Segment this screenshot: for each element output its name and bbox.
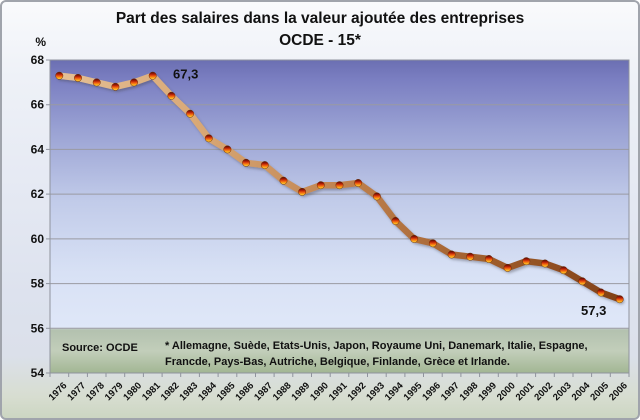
- data-point-marker: [391, 217, 400, 225]
- x-axis-label: 2001: [514, 380, 537, 403]
- x-axis-label: 1998: [458, 380, 481, 403]
- x-axis-label: 1993: [364, 380, 387, 403]
- data-point-marker: [372, 192, 381, 201]
- x-axis-label: 1982: [159, 380, 182, 403]
- data-point-marker: [447, 250, 456, 259]
- point-value-label: 67,3: [173, 67, 198, 82]
- chart-title-block: Part des salaires dans la valeur ajoutée…: [2, 8, 638, 51]
- data-point-marker: [335, 181, 344, 190]
- x-axis-label: 1986: [233, 380, 256, 403]
- data-point-marker: [55, 71, 64, 80]
- data-point-marker: [354, 179, 363, 187]
- y-axis-label: 62: [31, 187, 45, 201]
- x-axis-label: 2000: [495, 380, 518, 403]
- y-axis-label: 60: [31, 232, 45, 246]
- data-point-marker: [559, 266, 568, 275]
- point-value-label: 57,3: [581, 303, 606, 318]
- data-point-marker: [92, 78, 101, 87]
- x-axis-label: 2002: [532, 380, 555, 403]
- y-axis-label: 64: [31, 142, 45, 156]
- x-axis-label: 1989: [289, 380, 312, 403]
- footnote: * Allemagne, Suède, Etats-Unis, Japon, R…: [165, 339, 615, 370]
- x-axis-label: 1981: [140, 380, 163, 403]
- data-point-marker: [410, 234, 419, 243]
- y-axis-label: 66: [31, 98, 45, 112]
- data-point-marker: [167, 91, 176, 100]
- y-axis-unit-label: %: [35, 35, 46, 49]
- data-point-marker: [148, 71, 157, 80]
- data-point-marker: [541, 259, 549, 268]
- x-axis-label: 1979: [103, 380, 126, 403]
- data-point-marker: [242, 158, 251, 167]
- x-axis-label: 2006: [607, 380, 630, 403]
- data-point-marker: [111, 82, 120, 91]
- x-axis-label: 1997: [439, 380, 462, 403]
- x-axis-label: 1988: [271, 380, 294, 403]
- x-axis-label: 1992: [346, 380, 369, 403]
- x-axis-label: 1980: [121, 380, 144, 403]
- x-axis-label: 1991: [327, 380, 350, 403]
- y-axis-label: 68: [31, 53, 45, 67]
- data-point-marker: [578, 277, 587, 286]
- data-point-marker: [615, 295, 624, 304]
- chart-subtitle: OCDE - 15*: [279, 32, 361, 49]
- y-axis-label: 54: [31, 366, 45, 380]
- plot-border: [49, 59, 630, 374]
- x-axis-label: 1976: [47, 380, 70, 403]
- plot-area: [50, 60, 629, 373]
- x-axis-label: 1990: [308, 380, 331, 403]
- data-point-marker: [298, 187, 307, 196]
- source-label: Source: OCDE: [62, 342, 138, 354]
- data-point-marker: [522, 257, 531, 266]
- y-axis-label: 58: [31, 277, 45, 291]
- x-axis-label: 1995: [402, 380, 425, 403]
- data-point-marker: [74, 73, 82, 82]
- x-axis-label: 1984: [196, 380, 219, 403]
- data-point-marker: [279, 176, 288, 185]
- x-axis-label: 2003: [551, 380, 574, 403]
- x-axis-label: 1977: [65, 380, 88, 403]
- footnote-line-1: * Allemagne, Suède, Etats-Unis, Japon, R…: [165, 340, 588, 352]
- x-axis-label: 2004: [570, 380, 593, 403]
- x-axis-label: 1987: [252, 380, 275, 403]
- data-point-marker: [130, 78, 138, 87]
- x-axis-label: 1985: [215, 380, 238, 403]
- data-point-marker: [597, 288, 605, 297]
- x-axis-label: 1983: [177, 380, 200, 403]
- data-point-marker: [204, 134, 213, 143]
- x-axis-label: 2005: [588, 380, 611, 403]
- data-point-marker: [428, 239, 437, 248]
- data-point-marker: [484, 255, 493, 263]
- y-axis-label: 56: [31, 321, 45, 335]
- chart-title: Part des salaires dans la valeur ajoutée…: [115, 10, 525, 27]
- footnote-line-2: Francde, Pays-Bas, Autriche, Belgique, F…: [165, 355, 510, 368]
- x-axis-label: 1999: [476, 380, 499, 403]
- data-point-marker: [223, 145, 232, 154]
- data-point-marker: [186, 109, 195, 118]
- data-point-marker: [260, 161, 269, 170]
- data-point-marker: [316, 181, 325, 190]
- data-point-marker: [466, 252, 475, 261]
- data-point-marker: [503, 263, 512, 272]
- x-axis-label: 1978: [84, 380, 107, 403]
- x-axis-label: 1996: [420, 380, 443, 403]
- x-axis-label: 1994: [383, 380, 406, 403]
